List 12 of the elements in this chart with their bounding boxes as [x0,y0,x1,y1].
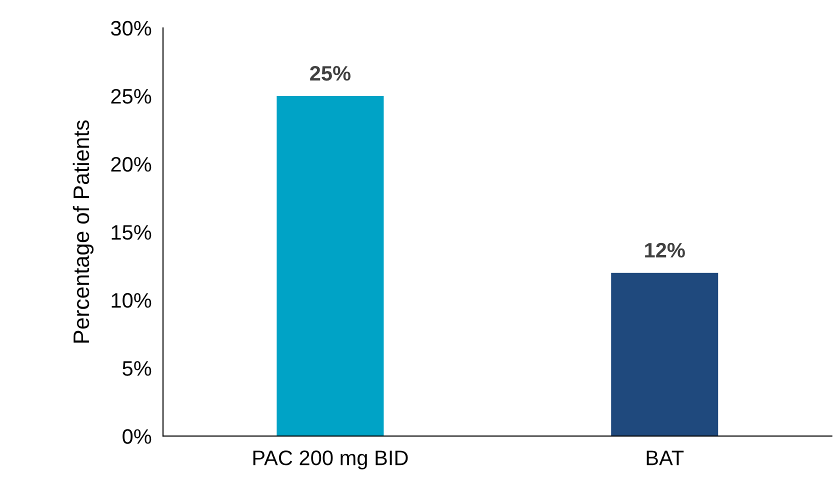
y-tick-label: 25% [111,88,152,104]
y-tick-label: 20% [111,156,152,172]
y-axis-title: Percentage of Patients [72,120,94,343]
y-tick-label: 5% [122,361,152,376]
y-tick-label: 10% [112,293,152,308]
x-tick-label: BAT [646,450,684,466]
x-tick-label: PAC 200 mg BID [253,450,408,470]
data-label: 25% [310,66,351,81]
y-tick-label: 30% [111,20,152,36]
y-tick-label: 15% [112,225,152,240]
y-tick-label: 0% [122,429,152,444]
data-label: 12% [645,242,685,258]
